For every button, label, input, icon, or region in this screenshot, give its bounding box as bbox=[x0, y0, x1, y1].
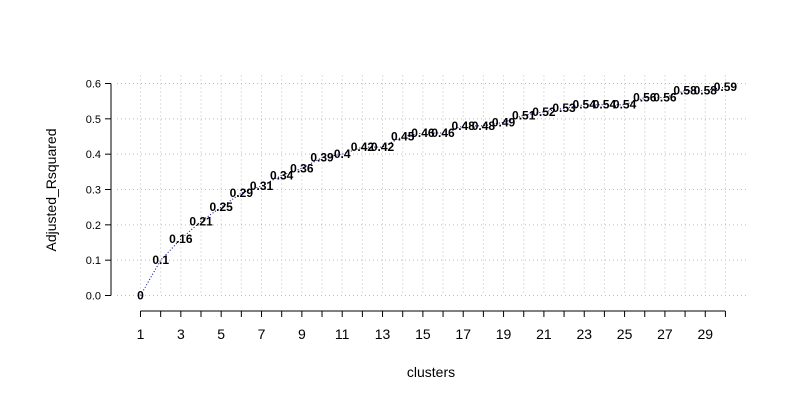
data-label: 0.56 bbox=[633, 91, 657, 105]
data-label: 0.49 bbox=[492, 115, 516, 129]
x-tick-label: 15 bbox=[415, 326, 431, 342]
data-label: 0.42 bbox=[351, 140, 375, 154]
data-label: 0.1 bbox=[152, 253, 169, 267]
x-tick-label: 17 bbox=[455, 326, 471, 342]
x-tick-label: 5 bbox=[217, 326, 225, 342]
data-label: 0.39 bbox=[310, 151, 334, 165]
axes: 0.00.10.20.30.40.50.61 3 5 7 9 11 13 15 17 19 21 23… bbox=[86, 79, 726, 342]
data-label: 0.48 bbox=[452, 119, 476, 133]
x-tick-label: 9 bbox=[298, 326, 306, 342]
y-tick-label: 0.1 bbox=[86, 255, 101, 267]
data-label: 0.56 bbox=[653, 91, 677, 105]
data-label: 0.4 bbox=[334, 147, 351, 161]
data-label: 0.48 bbox=[472, 119, 496, 133]
x-tick-label: 25 bbox=[617, 326, 633, 342]
x-tick-label: 29 bbox=[697, 326, 713, 342]
data-label: 0 bbox=[137, 289, 144, 303]
y-tick-label: 0.5 bbox=[86, 114, 101, 126]
data-label: 0.16 bbox=[169, 232, 193, 246]
series-polyline bbox=[140, 86, 726, 296]
x-tick-label: 13 bbox=[375, 326, 391, 342]
data-label: 0.58 bbox=[694, 84, 718, 98]
data-label: 0.21 bbox=[189, 214, 213, 228]
x-tick-label: 1 bbox=[137, 326, 145, 342]
data-label: 0.54 bbox=[593, 98, 617, 112]
x-tick-label: 23 bbox=[576, 326, 592, 342]
x-axis-label: clusters bbox=[407, 364, 455, 380]
series-line bbox=[140, 86, 726, 296]
y-tick-label: 0.6 bbox=[86, 79, 101, 91]
data-label: 0.42 bbox=[371, 140, 395, 154]
y-tick-label: 0.2 bbox=[86, 220, 101, 232]
data-label: 0.53 bbox=[552, 101, 576, 115]
x-tick-label: 27 bbox=[657, 326, 673, 342]
data-label: 0.31 bbox=[250, 179, 274, 193]
data-label: 0.54 bbox=[613, 98, 637, 112]
data-label: 0.25 bbox=[210, 200, 234, 214]
x-tick-label: 21 bbox=[536, 326, 552, 342]
data-label: 0.46 bbox=[411, 126, 435, 140]
data-label: 0.29 bbox=[230, 186, 254, 200]
data-label: 0.34 bbox=[270, 168, 294, 182]
data-label: 0.45 bbox=[391, 130, 415, 144]
data-label: 0.52 bbox=[532, 105, 556, 119]
data-label: 0.59 bbox=[714, 80, 738, 94]
data-label: 0.36 bbox=[290, 161, 314, 175]
data-label: 0.51 bbox=[512, 108, 536, 122]
data-label: 0.54 bbox=[573, 98, 597, 112]
x-tick-label: 7 bbox=[258, 326, 266, 342]
y-tick-label: 0.0 bbox=[86, 291, 101, 303]
x-tick-label: 3 bbox=[177, 326, 185, 342]
x-tick-label: 11 bbox=[335, 326, 350, 342]
x-tick-label: 19 bbox=[496, 326, 512, 342]
y-axis-label: Adjusted_Rsquared bbox=[43, 129, 59, 252]
data-label: 0.58 bbox=[673, 84, 697, 98]
data-label: 0.46 bbox=[431, 126, 455, 140]
y-tick-label: 0.4 bbox=[86, 149, 101, 161]
grid bbox=[117, 75, 747, 296]
data-labels: 00.10.160.210.250.290.310.340.360.39 0.40… bbox=[137, 80, 737, 302]
y-tick-label: 0.3 bbox=[86, 185, 101, 197]
